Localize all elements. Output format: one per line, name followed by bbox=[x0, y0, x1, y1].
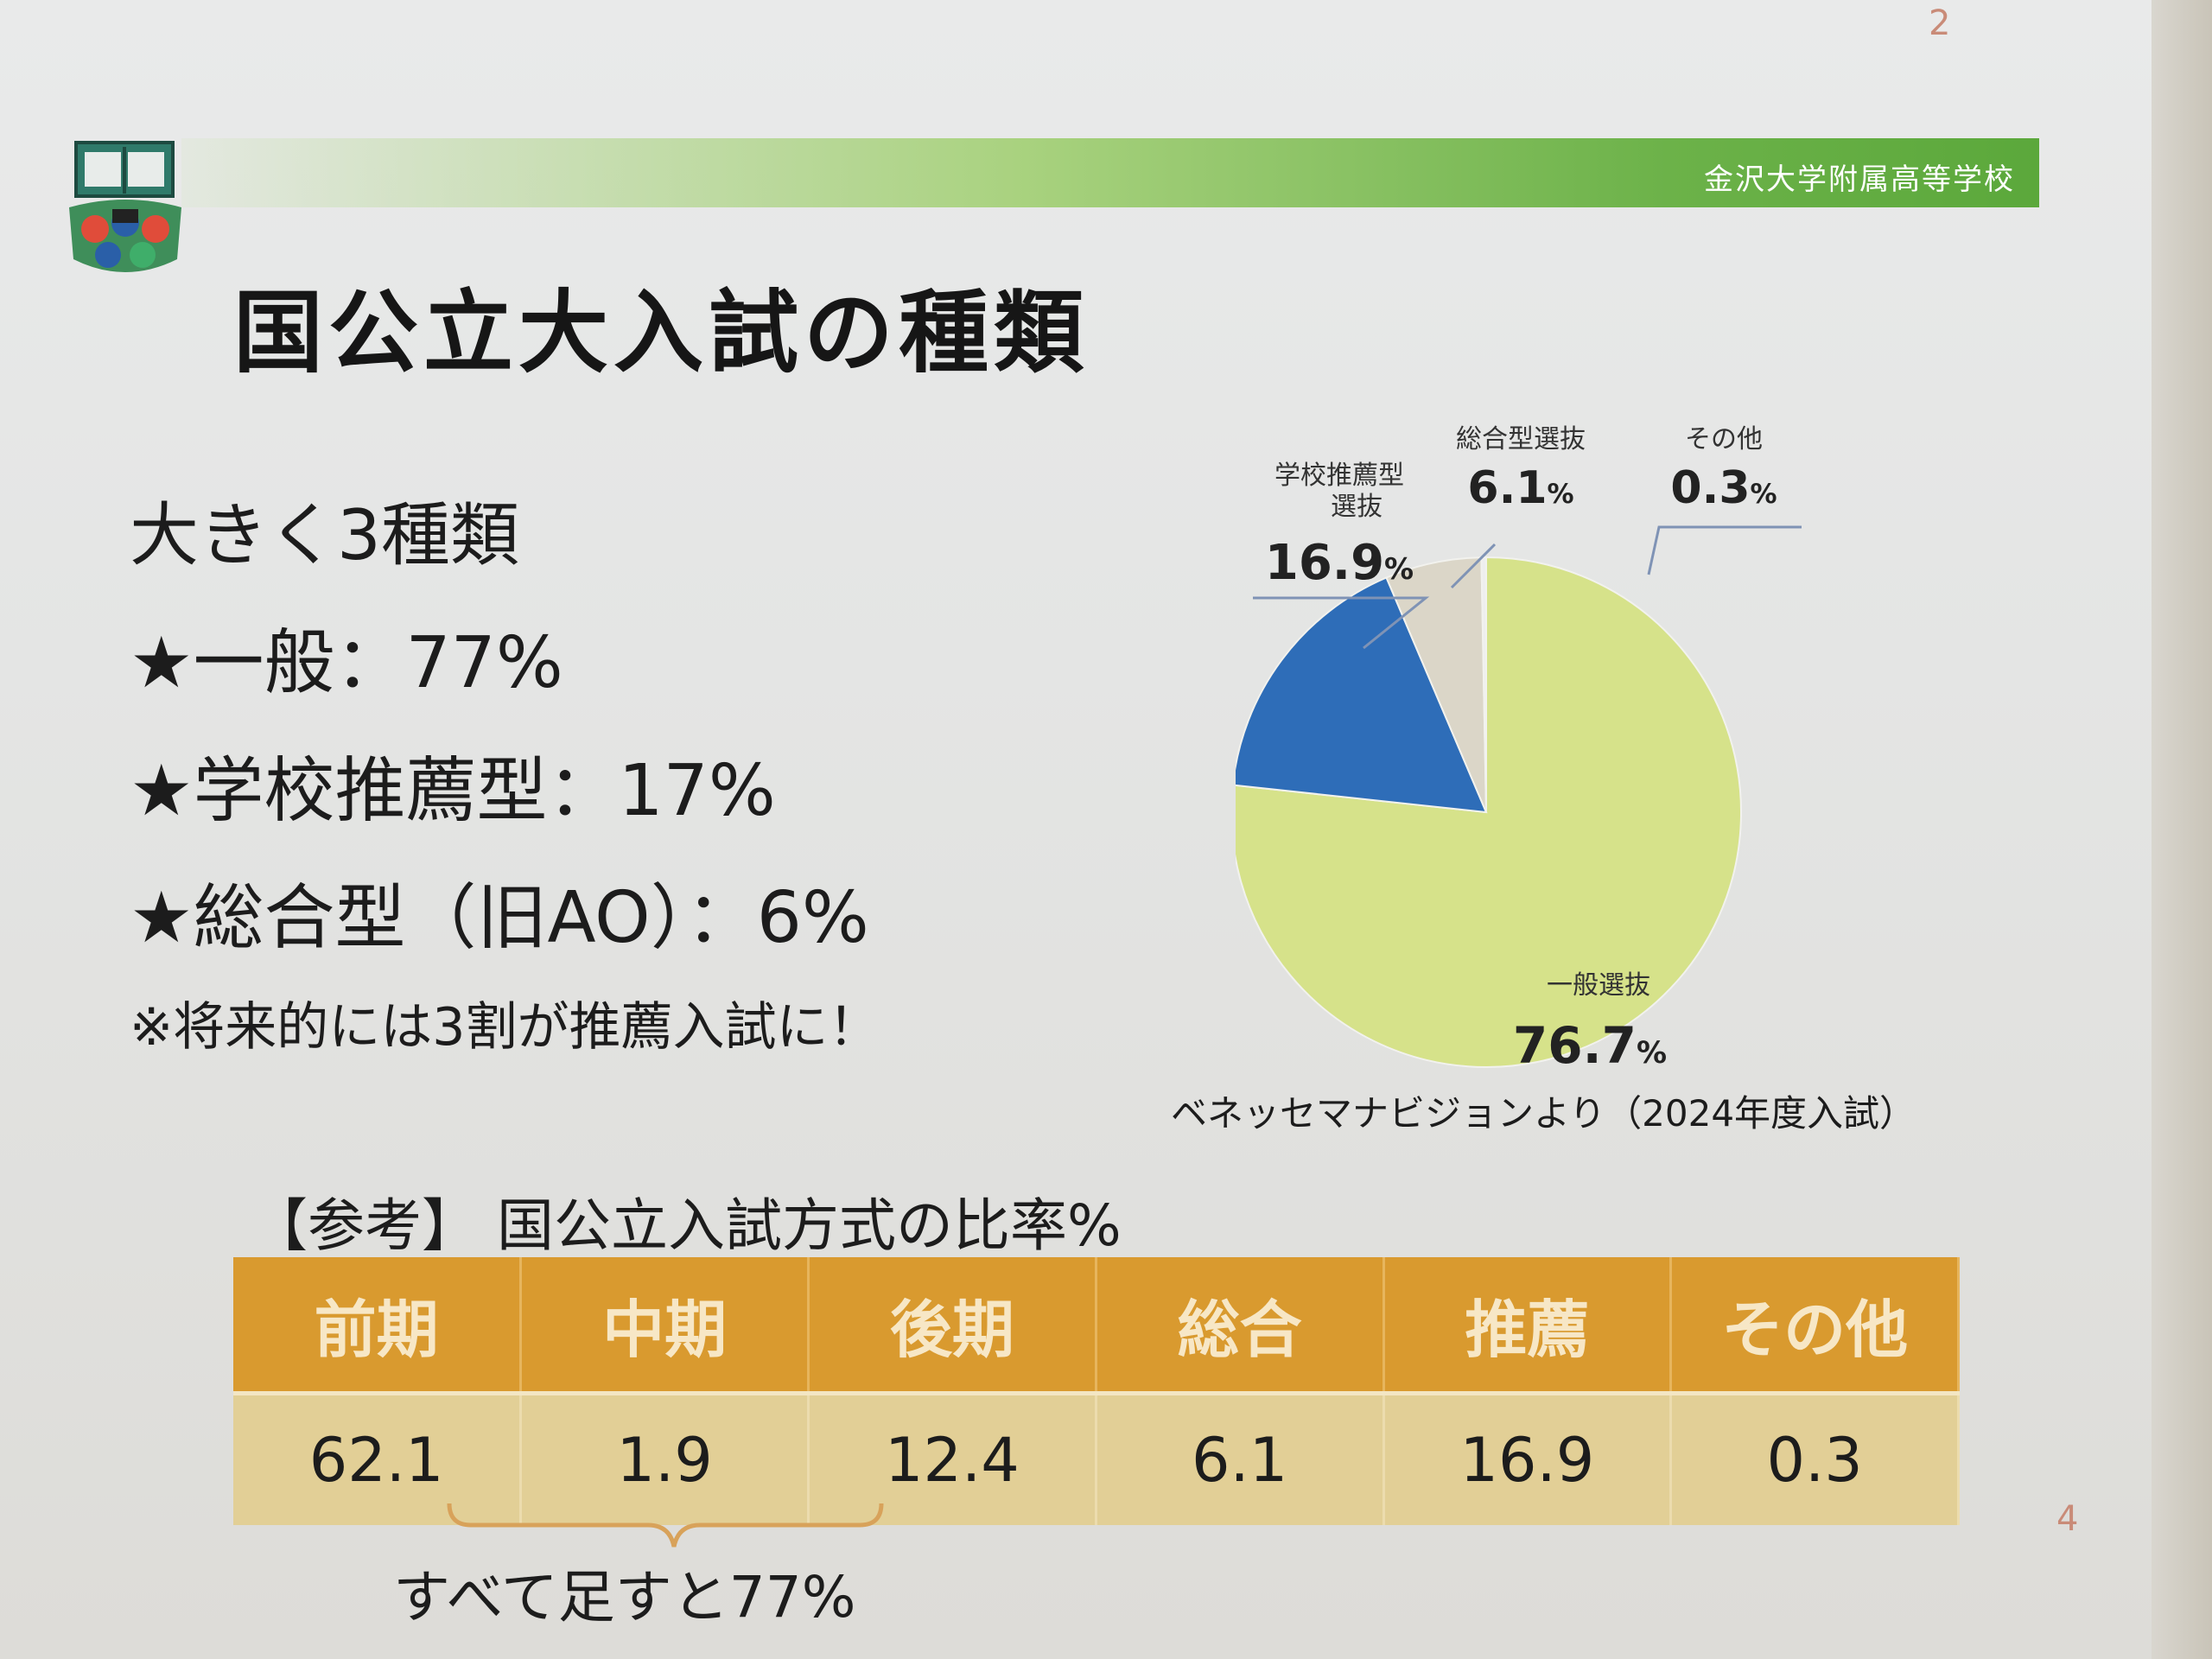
table-cell: 1.9 bbox=[520, 1391, 810, 1525]
table-header-cell: 推薦 bbox=[1383, 1257, 1673, 1394]
table-cell: 62.1 bbox=[233, 1391, 523, 1525]
table-header-cell: 前期 bbox=[233, 1257, 523, 1394]
header-bar: 金沢大学附属高等学校 bbox=[181, 138, 2039, 207]
school-logo-icon bbox=[69, 141, 181, 272]
page-number-bottom: 4 bbox=[2056, 1499, 2079, 1539]
sum-note: すべて足すと77% bbox=[393, 1564, 856, 1630]
table-cell: 0.3 bbox=[1670, 1391, 1960, 1525]
table-header-cell: 後期 bbox=[808, 1257, 1097, 1394]
bullet-school-recommend: ★学校推薦型：17% bbox=[130, 750, 776, 832]
table-row: 62.1 1.9 12.4 6.1 16.9 0.3 bbox=[233, 1391, 1960, 1525]
slice-value-label: 0.3% bbox=[1670, 462, 1777, 514]
table-cell: 6.1 bbox=[1096, 1391, 1385, 1525]
page-edge bbox=[2152, 0, 2212, 1659]
slice-label: 一般選抜 bbox=[1547, 970, 1650, 1001]
bullet-general: ★一般：77% bbox=[130, 622, 563, 704]
slice-value-label: 76.7% bbox=[1513, 1016, 1667, 1075]
slice-value-label: 6.1% bbox=[1467, 462, 1573, 514]
future-note: ※将来的には3割が推薦入試に！ bbox=[130, 997, 880, 1058]
table-header-cell: 中期 bbox=[520, 1257, 810, 1394]
school-name: 金沢大学附属高等学校 bbox=[1704, 162, 2015, 197]
table-header-cell: その他 bbox=[1670, 1257, 1960, 1394]
bullet-comprehensive: ★総合型（旧AO）：6% bbox=[130, 877, 869, 959]
reference-title: 【参考】 国公立入試方式の比率% bbox=[251, 1192, 1122, 1259]
slice-label: 選抜 bbox=[1331, 492, 1382, 522]
table-cell: 12.4 bbox=[808, 1391, 1097, 1525]
slice-value-label: 16.9% bbox=[1265, 535, 1414, 591]
table-header-row: 前期 中期 後期 総合 推薦 その他 bbox=[233, 1257, 1960, 1394]
source-note: ベネッセマナビジョンより（2024年度入試） bbox=[1171, 1092, 1916, 1135]
leader-line bbox=[1253, 596, 1430, 650]
leader-line bbox=[1450, 543, 1497, 589]
slice-label: その他 bbox=[1685, 424, 1763, 454]
sum-bracket bbox=[447, 1503, 884, 1548]
page-title: 国公立大入試の種類 bbox=[233, 280, 1090, 385]
page-number-top: 2 bbox=[1929, 3, 1951, 43]
pie-slice bbox=[1236, 576, 1488, 814]
intro-text: 大きく3種類 bbox=[130, 495, 519, 575]
leader-line bbox=[1647, 525, 1802, 575]
pie-slice bbox=[1236, 556, 1742, 1068]
slice-label: 総合型選抜 bbox=[1456, 424, 1586, 454]
table-cell: 16.9 bbox=[1383, 1391, 1673, 1525]
table-header-cell: 総合 bbox=[1096, 1257, 1385, 1394]
ratio-table: 前期 中期 後期 総合 推薦 その他 62.1 1.9 12.4 6.1 16.… bbox=[233, 1257, 1960, 1525]
slice-label: 学校推薦型 bbox=[1274, 461, 1404, 491]
